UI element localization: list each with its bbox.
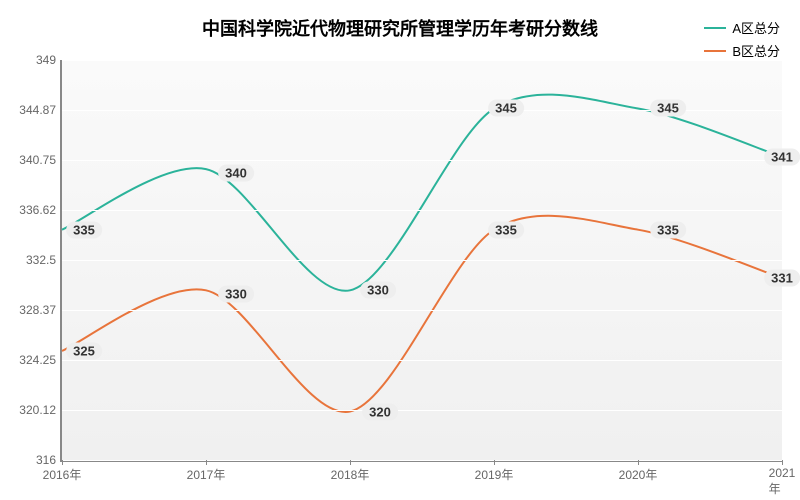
data-label: 325 [66, 342, 102, 359]
chart-container: 中国科学院近代物理研究所管理学历年考研分数线 A区总分B区总分 316320.1… [0, 0, 800, 500]
data-label: 331 [764, 270, 800, 287]
data-label: 335 [488, 221, 524, 238]
y-axis-label: 324.25 [19, 353, 56, 367]
y-axis-label: 316 [36, 453, 56, 467]
data-label: 345 [488, 100, 524, 117]
series-line [62, 216, 782, 412]
legend: A区总分 B区总分 [704, 18, 780, 64]
x-axis-label: 2021年 [769, 466, 796, 497]
y-axis-label: 336.62 [19, 203, 56, 217]
x-axis-label: 2016年 [43, 466, 82, 483]
y-axis-label: 349 [36, 53, 56, 67]
series-line [62, 95, 782, 291]
y-axis-label: 344.87 [19, 103, 56, 117]
y-axis-label: 320.12 [19, 403, 56, 417]
x-axis-label: 2017年 [187, 466, 226, 483]
grid-line [62, 310, 782, 311]
grid-line [62, 210, 782, 211]
x-axis-label: 2018年 [331, 466, 370, 483]
x-axis-label: 2019年 [475, 466, 514, 483]
legend-line-icon [704, 27, 726, 29]
data-label: 330 [360, 282, 396, 299]
data-label: 320 [362, 403, 398, 420]
grid-line [62, 160, 782, 161]
plot-area: 316320.12324.25328.37332.5336.62340.7534… [60, 60, 782, 462]
x-tick [494, 460, 495, 465]
x-tick [782, 460, 783, 465]
data-label: 345 [650, 100, 686, 117]
y-axis-label: 340.75 [19, 153, 56, 167]
legend-label: B区总分 [732, 41, 780, 60]
data-label: 341 [764, 148, 800, 165]
chart-title: 中国科学院近代物理研究所管理学历年考研分数线 [202, 15, 598, 41]
data-label: 335 [650, 221, 686, 238]
x-tick [350, 460, 351, 465]
data-label: 340 [218, 165, 254, 182]
legend-item: A区总分 [704, 18, 780, 37]
x-tick [638, 460, 639, 465]
x-tick [206, 460, 207, 465]
x-tick [62, 460, 63, 465]
grid-line [62, 260, 782, 261]
data-label: 335 [66, 221, 102, 238]
data-label: 330 [218, 286, 254, 303]
y-axis-label: 328.37 [19, 303, 56, 317]
grid-line [62, 360, 782, 361]
grid-line [62, 460, 782, 461]
legend-label: A区总分 [732, 18, 780, 37]
x-axis-label: 2020年 [619, 466, 658, 483]
y-axis-label: 332.5 [26, 253, 56, 267]
grid-line [62, 410, 782, 411]
legend-line-icon [704, 50, 726, 52]
grid-line [62, 60, 782, 61]
legend-item: B区总分 [704, 41, 780, 60]
